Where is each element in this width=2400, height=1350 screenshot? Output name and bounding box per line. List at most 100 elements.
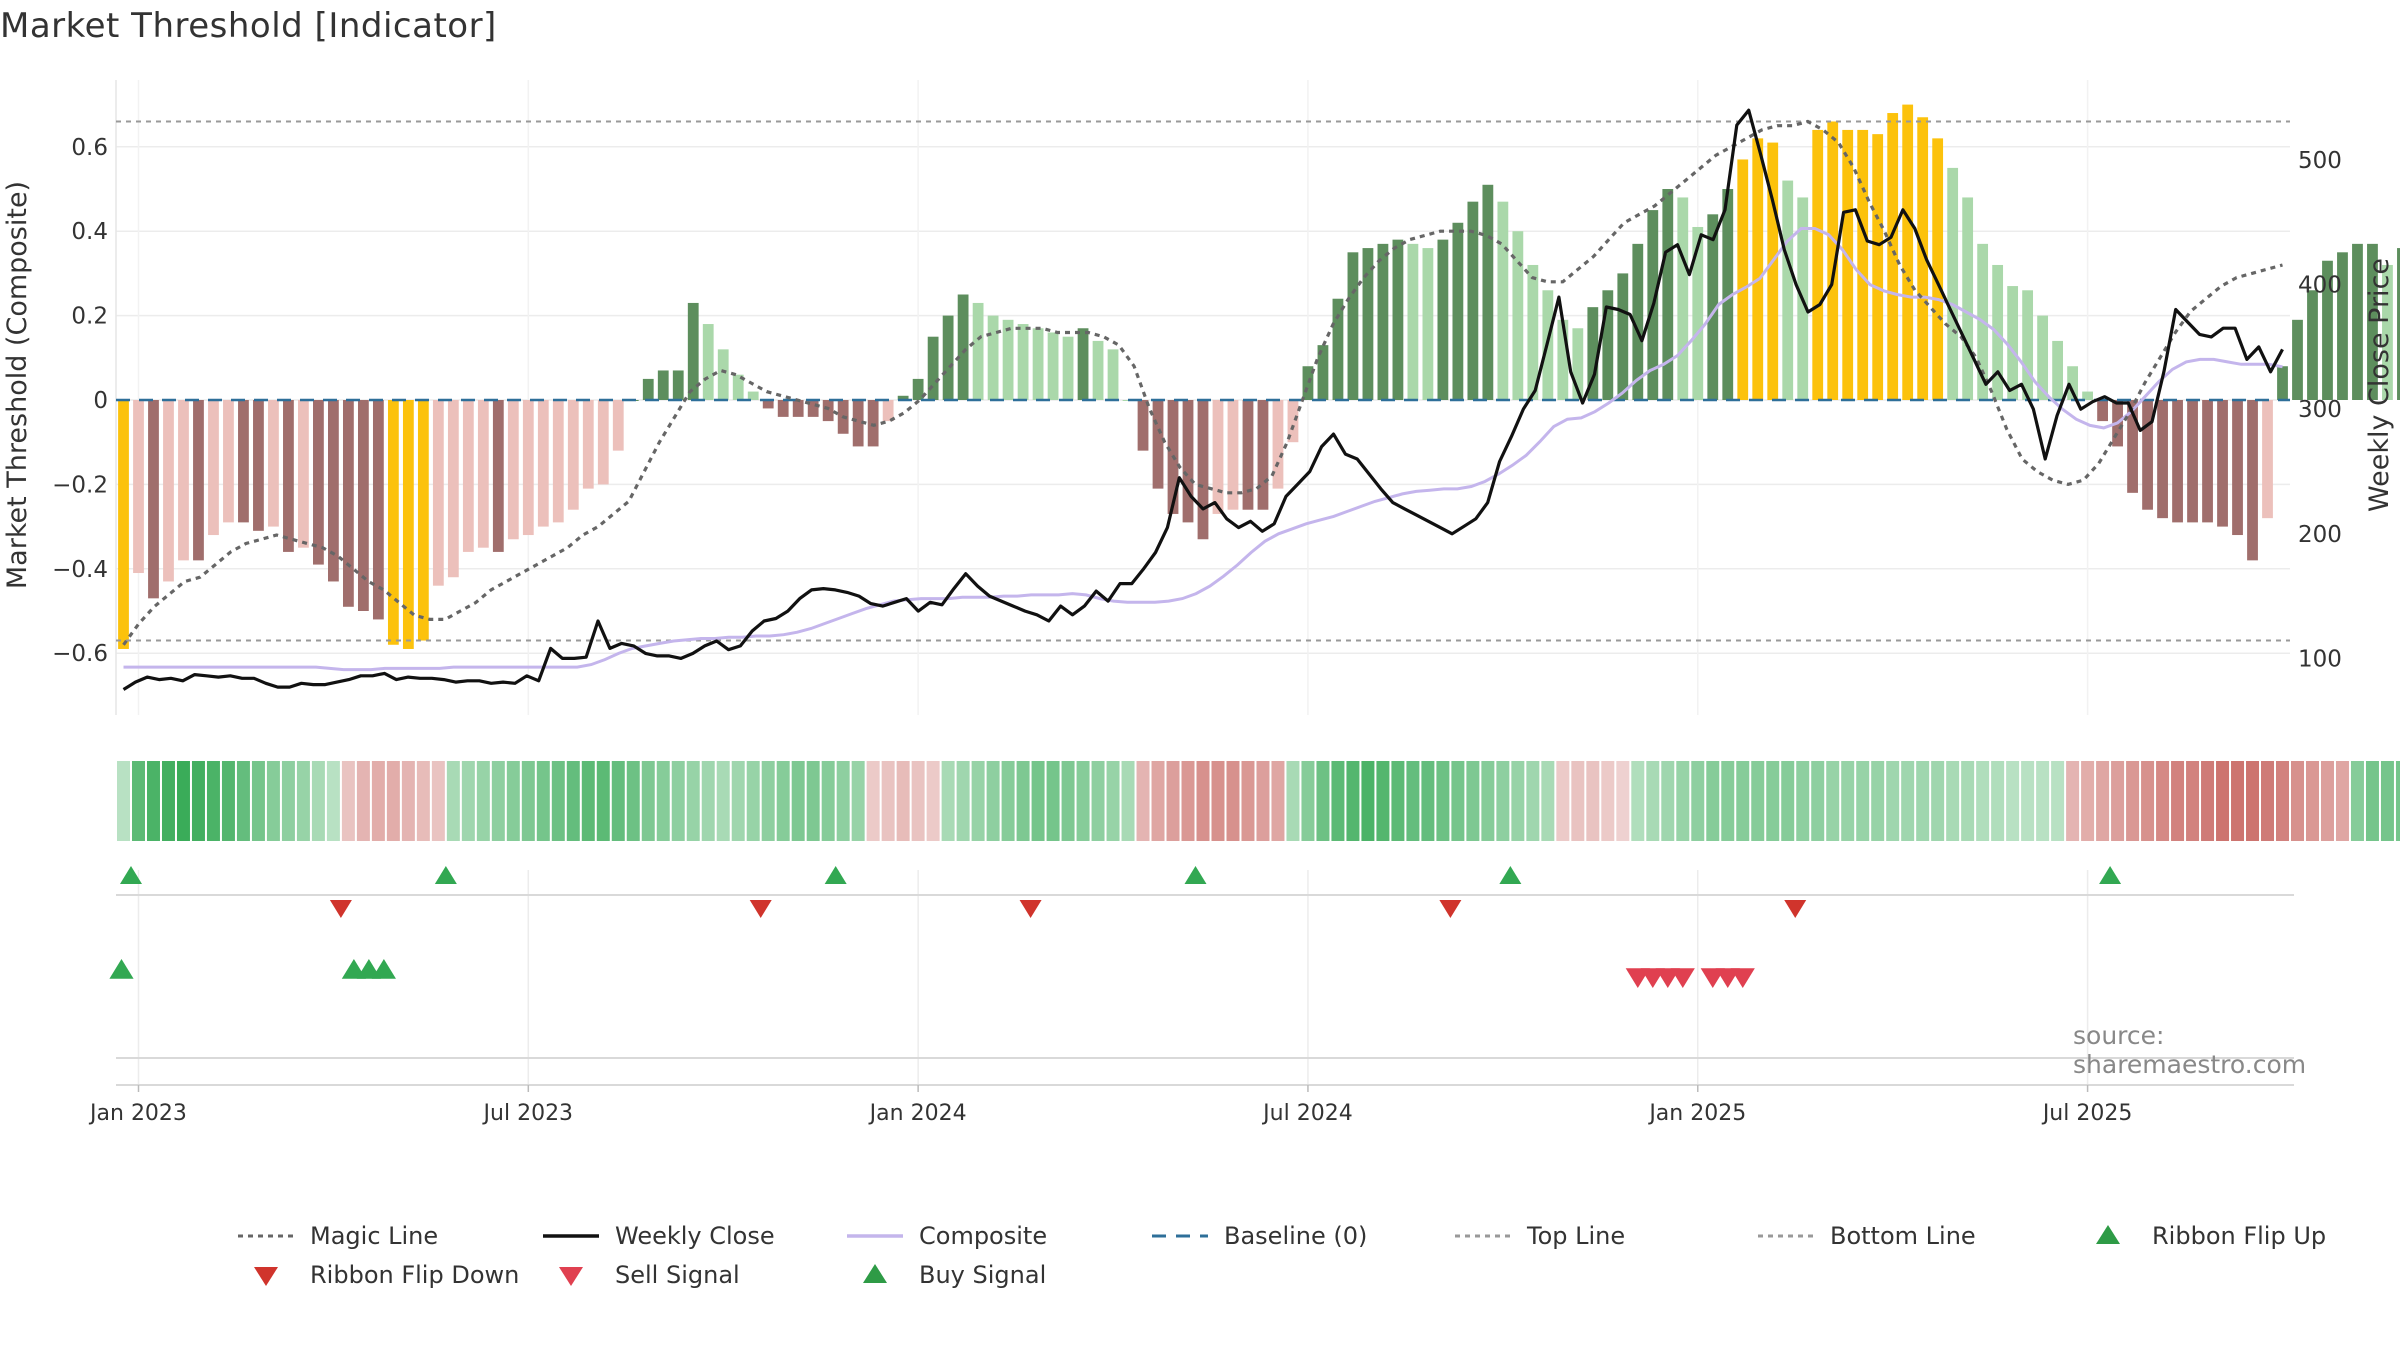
composite-bar (2022, 290, 2034, 400)
composite-bar (1212, 400, 1224, 514)
composite-bar (1827, 121, 1839, 400)
ribbon-cell (1106, 761, 1120, 841)
ribbon-cell (2096, 761, 2110, 841)
composite-bar (717, 349, 729, 400)
y-right-tick-label: 400 (2298, 273, 2342, 299)
composite-bar (1572, 328, 1584, 400)
composite-bar (268, 400, 279, 527)
ribbon-cell (2156, 761, 2170, 841)
ribbon-cell (1871, 761, 1885, 841)
composite-bar (537, 400, 549, 527)
ribbon-cell (536, 761, 550, 841)
composite-bar (1152, 400, 1164, 489)
composite-bar (387, 400, 399, 645)
ribbon-cell (371, 761, 385, 841)
legend-marker-ribbon-flip-up (2096, 1225, 2120, 1244)
ribbon-cell (2051, 761, 2065, 841)
composite-bar (193, 400, 204, 561)
ribbon-flip-down-marker (749, 900, 772, 918)
ribbon-cell (356, 761, 370, 841)
composite-bar (238, 400, 249, 523)
composite-bar (148, 400, 159, 599)
composite-bar (1077, 328, 1089, 400)
ribbon-cell (1781, 761, 1795, 841)
ribbon-cell (1931, 761, 1945, 841)
composite-bar (897, 395, 909, 400)
composite-bar (402, 400, 414, 649)
ribbon-cell (2261, 761, 2275, 841)
ribbon-cell (1046, 761, 1060, 841)
ribbon-cell (2171, 761, 2185, 841)
ribbon-cell (2320, 761, 2334, 841)
composite-bar (822, 400, 834, 422)
composite-bar (1557, 319, 1569, 400)
ribbon-cell (2395, 761, 2400, 841)
ribbon-cell (1181, 761, 1195, 841)
ribbon-cell (701, 761, 715, 841)
ribbon-cell (581, 761, 595, 841)
ribbon-cell (806, 761, 820, 841)
composite-bar (2367, 243, 2378, 400)
composite-bar (1272, 400, 1284, 489)
composite-bar (1887, 113, 1899, 400)
ribbon-cell (731, 761, 745, 841)
ribbon-cell (1151, 761, 1165, 841)
ribbon-cell (1031, 761, 1045, 841)
ribbon-cell (2081, 761, 2095, 841)
composite-bar (1407, 243, 1419, 400)
ribbon-cell (1541, 761, 1555, 841)
ribbon-cell (1901, 761, 1915, 841)
ribbon-cell (926, 761, 940, 841)
composite-bar (912, 378, 924, 400)
x-tick-label: Jul 2025 (2041, 1101, 2133, 1126)
composite-bar (313, 400, 324, 565)
composite-bar (1872, 134, 1884, 400)
ribbon-cell (1991, 761, 2005, 841)
ribbon-cell (2141, 761, 2155, 841)
composite-bar (492, 400, 504, 552)
y-right-tick-label: 100 (2298, 646, 2342, 672)
ribbon-cell (386, 761, 400, 841)
composite-bar (2277, 366, 2288, 400)
composite-bar (1032, 328, 1044, 400)
composite-bar (2322, 260, 2333, 400)
composite-bar (957, 294, 969, 400)
ribbon-cell (446, 761, 460, 841)
composite-bar (642, 378, 654, 400)
ribbon-cell (311, 761, 325, 841)
ribbon-cell (1271, 761, 1285, 841)
ribbon-cell (1496, 761, 1510, 841)
composite-bar (208, 400, 219, 536)
ribbon-cell (1676, 761, 1690, 841)
composite-bar (747, 391, 759, 400)
ribbon-cell (1706, 761, 1720, 841)
ribbon-cell (2006, 761, 2020, 841)
composite-bar (1257, 400, 1269, 510)
ribbon-cell (1886, 761, 1900, 841)
ribbon-cell (1061, 761, 1075, 841)
composite-bar (2082, 391, 2093, 400)
composite-bar (1677, 197, 1689, 400)
ribbon-cell (686, 761, 700, 841)
ribbon-cell (671, 761, 685, 841)
buy-signal-marker (109, 959, 134, 979)
legend-label: Weekly Close (615, 1222, 775, 1250)
ribbon-cell (2231, 761, 2245, 841)
y-right-tick-label: 500 (2298, 148, 2342, 174)
composite-bar (1857, 129, 1869, 401)
composite-bar (1722, 189, 1734, 400)
legend-label: Bottom Line (1830, 1222, 1976, 1250)
legend-label: Top Line (1526, 1222, 1625, 1250)
ribbon-cell (776, 761, 790, 841)
composite-bar (253, 400, 264, 531)
composite-bar (597, 400, 609, 485)
y-left-tick-label: 0 (93, 388, 108, 414)
composite-bar (612, 400, 624, 451)
ribbon-cell (1256, 761, 1270, 841)
composite-bar (1527, 264, 1539, 400)
composite-bar (1362, 248, 1374, 400)
composite-bar (2247, 400, 2258, 561)
ribbon-cell (1406, 761, 1420, 841)
composite-bar (477, 400, 489, 548)
composite-bar (1437, 239, 1449, 400)
